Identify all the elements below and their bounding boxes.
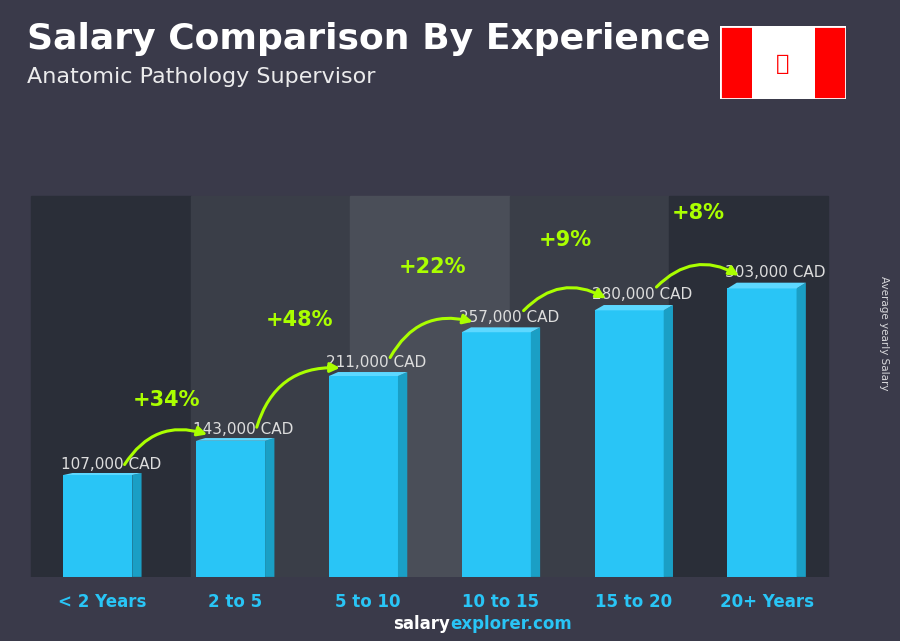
Text: 20+ Years: 20+ Years <box>720 593 814 611</box>
Polygon shape <box>462 328 540 332</box>
Text: +8%: +8% <box>671 203 724 223</box>
Bar <box>727 288 796 577</box>
Text: +22%: +22% <box>399 256 466 277</box>
Polygon shape <box>328 372 408 376</box>
Text: Average yearly Salary: Average yearly Salary <box>878 276 889 390</box>
Polygon shape <box>727 283 806 288</box>
Text: +34%: +34% <box>132 390 200 410</box>
Bar <box>595 310 663 577</box>
Polygon shape <box>63 473 141 475</box>
Text: 303,000 CAD: 303,000 CAD <box>724 265 825 279</box>
Text: 143,000 CAD: 143,000 CAD <box>194 422 293 437</box>
Polygon shape <box>796 283 806 577</box>
Text: +9%: +9% <box>538 229 591 250</box>
Polygon shape <box>663 305 673 577</box>
Text: 280,000 CAD: 280,000 CAD <box>592 287 692 303</box>
Text: 15 to 20: 15 to 20 <box>595 593 672 611</box>
Text: 5 to 10: 5 to 10 <box>336 593 400 611</box>
Text: 107,000 CAD: 107,000 CAD <box>60 457 161 472</box>
Text: 10 to 15: 10 to 15 <box>463 593 539 611</box>
Bar <box>328 376 398 577</box>
Bar <box>669 196 828 577</box>
Text: 2 to 5: 2 to 5 <box>208 593 262 611</box>
Bar <box>32 196 191 577</box>
Text: +48%: +48% <box>266 310 333 330</box>
Text: Anatomic Pathology Supervisor: Anatomic Pathology Supervisor <box>27 67 375 87</box>
Bar <box>196 441 266 577</box>
Text: 211,000 CAD: 211,000 CAD <box>326 355 427 370</box>
Bar <box>720 26 751 99</box>
Text: explorer.com: explorer.com <box>450 615 572 633</box>
Text: 257,000 CAD: 257,000 CAD <box>459 310 559 325</box>
Bar <box>191 196 350 577</box>
Polygon shape <box>266 438 274 577</box>
Text: < 2 Years: < 2 Years <box>58 593 147 611</box>
Polygon shape <box>132 473 141 577</box>
Bar <box>814 26 846 99</box>
Bar <box>462 332 531 577</box>
Bar <box>509 196 669 577</box>
Polygon shape <box>196 438 274 441</box>
Text: 🍁: 🍁 <box>777 54 789 74</box>
Polygon shape <box>531 328 540 577</box>
Polygon shape <box>398 372 408 577</box>
Text: salary: salary <box>393 615 450 633</box>
Polygon shape <box>595 305 673 310</box>
Bar <box>63 475 132 577</box>
Bar <box>350 196 509 577</box>
Text: Salary Comparison By Experience: Salary Comparison By Experience <box>27 22 710 56</box>
